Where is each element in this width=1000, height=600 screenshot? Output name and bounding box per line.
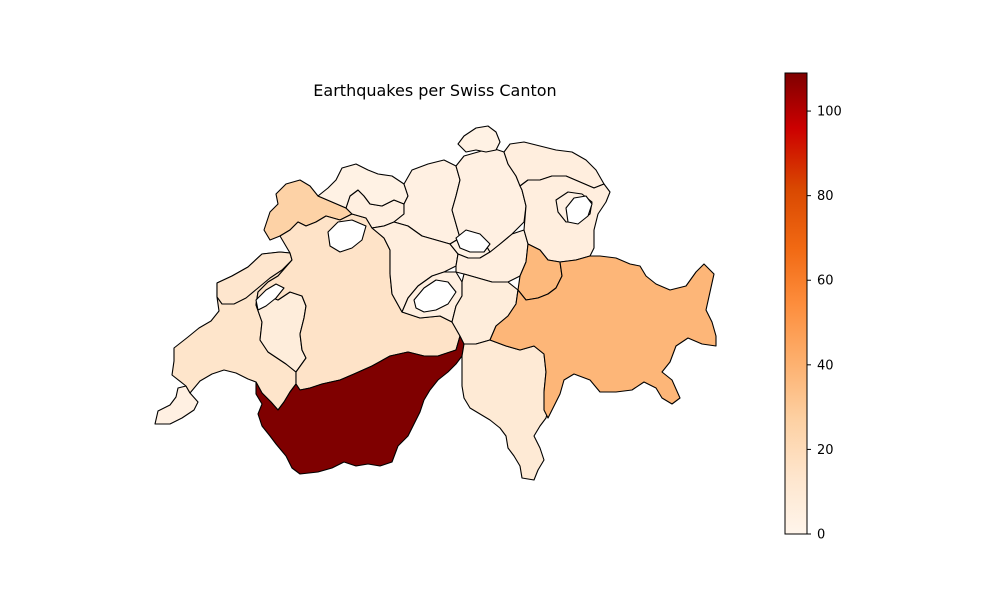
map-title: Earthquakes per Swiss Canton [313,81,557,100]
colorbar-tick-label: 20 [817,443,834,458]
colorbar-tick-label: 100 [817,105,842,120]
colorbar-tick-label: 60 [817,274,834,289]
canton-schaffhausen [457,125,501,153]
colorbar-ticks: 0 20 40 60 80 100 [807,105,842,543]
colorbar-tick-label: 0 [817,528,825,543]
lake-zurich [455,229,491,253]
canton-graubunden [489,255,717,419]
canton-valais [255,335,465,475]
colorbar-tick-label: 80 [817,189,834,204]
colorbar: 0 20 40 60 80 100 [784,72,842,543]
lake-biel-area [327,219,367,253]
lake-neuchatel [255,283,285,311]
colorbar-gradient [784,72,808,535]
lake-lucerne [413,279,457,313]
lake-constance-area [565,195,593,225]
canton-basel [317,163,409,209]
colorbar-tick-label: 40 [817,358,834,373]
canton-layer [154,125,717,481]
canton-ticino [461,339,549,481]
